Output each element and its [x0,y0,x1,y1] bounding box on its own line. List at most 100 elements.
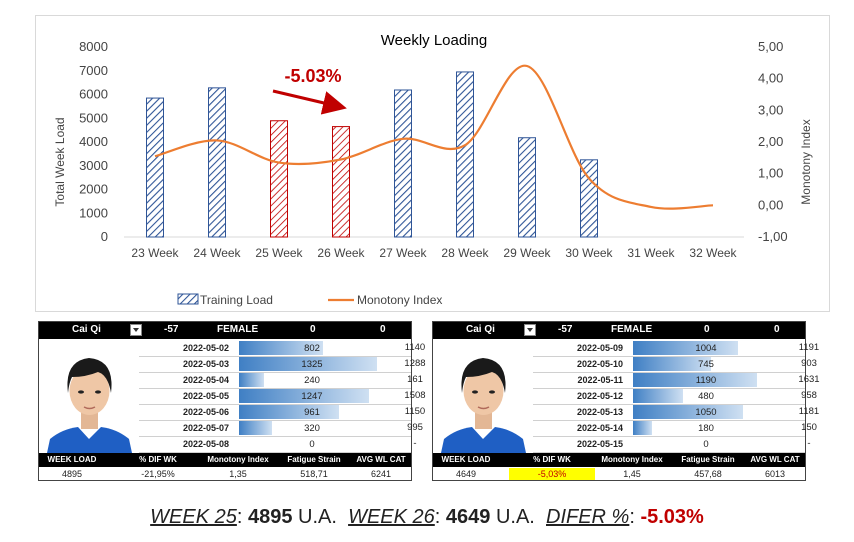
day-load-value: 240 [304,375,320,386]
x-tick-label: 26 Week [317,246,365,260]
row-divider [139,420,411,421]
day-monotony-value: 903 [801,358,817,369]
day-monotony-value: 995 [407,422,423,433]
y-tick-label: 1000 [79,205,108,220]
footer-label: % DIF WK [533,455,571,464]
x-tick-label: 30 Week [565,246,613,260]
day-load-cell: 802 [239,341,385,355]
day-load-bar [239,405,339,419]
day-date: 2022-05-04 [182,375,229,385]
footer-label: Monotony Index [207,455,269,464]
day-date: 2022-05-14 [576,423,623,433]
day-date: 2022-05-13 [576,407,623,417]
day-load-bar [633,389,683,403]
footer-value: 1,45 [623,469,641,479]
day-date: 2022-05-07 [182,423,229,433]
panel-values: 4649 -5,03% 1,45 457,68 6013 [433,467,805,481]
row-divider [139,372,411,373]
day-load-value: 1325 [301,359,323,370]
day-load-value: 0 [309,439,315,450]
day-load-bar [239,373,264,387]
row-divider [533,372,805,373]
y2-tick-label: 3,00 [758,102,783,117]
day-row: 2022-05-11 1190 1631 [533,372,820,388]
legend-label-monotony-index: Monotony Index [357,293,442,307]
day-load-value: 961 [304,407,320,418]
footer-value: -5,03% [509,468,595,480]
day-load-cell: 320 [239,421,385,435]
chart-canvas: Weekly Loading Total Week Load Monotony … [53,32,813,307]
row-divider [533,388,805,389]
header-zero-1: 0 [310,324,316,335]
annotation-label: -5.03% [284,66,341,86]
legend: Training Load Monotony Index [177,293,442,307]
y2-tick-label: 0,00 [758,197,783,212]
day-load-cell: 1050 [633,405,779,419]
x-tick-label: 32 Week [689,246,737,260]
day-load-cell: 240 [239,373,385,387]
bar-series [146,71,598,238]
player-panel-week-26: Cai Qi -57 FEMALE 0 0 2022-05-09 1004 11… [432,321,820,481]
row-divider [533,356,805,357]
day-load-value: 0 [703,439,709,450]
summary-week26-label: WEEK 26 [348,506,435,528]
y-axis-label: Total Week Load [53,117,67,206]
footer-label: Fatigue Strain [681,455,735,464]
day-load-bar [633,357,711,371]
training-load-bar [456,71,474,238]
day-load-cell: 0 [239,437,385,451]
day-monotony-value: 1288 [404,358,426,369]
day-date: 2022-05-03 [182,359,229,369]
day-date: 2022-05-02 [182,343,229,353]
player-photo-frame [436,341,531,453]
row-divider [139,436,411,437]
header-zero-2: 0 [380,324,386,335]
panel-values: 4895 -21,95% 1,35 518,71 6241 [39,467,411,481]
day-row: 2022-05-14 180 150 [533,420,817,436]
summary-line: WEEK 25: 4895 U.A. WEEK 26: 4649 U.A. DI… [150,506,704,528]
y2-tick-label: 4,00 [758,71,783,86]
summary-week26-value: 4649 [445,506,491,528]
day-row: 2022-05-09 1004 1191 [533,340,819,356]
y-tick-label: 2000 [79,182,108,197]
player-dropdown-button[interactable] [130,324,142,336]
day-monotony-value: 1140 [404,342,426,353]
day-load-bar [239,357,377,371]
footer-value: 457,68 [694,469,722,479]
day-load-cell: 1247 [239,389,385,403]
day-load-value: 320 [304,423,320,434]
day-load-cell: 745 [633,357,779,371]
y-tick-label: 4000 [79,134,108,149]
y-axis-ticks: 0 1000 2000 3000 4000 5000 6000 7000 8000 [79,39,108,244]
gender-label: FEMALE [217,324,259,335]
day-load-cell: 1190 [633,373,779,387]
y-tick-label: 0 [101,229,108,244]
panel-header: Cai Qi -57 FEMALE 0 0 [433,322,805,339]
day-load-bar [239,389,369,403]
summary-difer-value: -5.03% [640,506,704,528]
weekly-loading-chart: Weekly Loading Total Week Load Monotony … [35,15,830,312]
day-load-value: 480 [698,391,714,402]
day-load-cell: 480 [633,389,779,403]
day-monotony-value: - [413,438,417,449]
day-row: 2022-05-13 1050 1181 [533,404,819,420]
player-photo [436,341,531,453]
player-name: Cai Qi [72,324,101,335]
day-row: 2022-05-10 745 903 [533,356,817,372]
y2-tick-label: -1,00 [758,229,788,244]
monotony-line [154,64,714,210]
day-load-bar [633,373,757,387]
day-row: 2022-05-07 320 995 [139,420,423,436]
day-date: 2022-05-08 [182,439,229,449]
row-divider [533,404,805,405]
training-load-bar [270,120,288,238]
footer-label: WEEK LOAD [47,455,97,464]
day-monotony-value: 1191 [798,342,820,353]
day-load-value: 180 [698,423,714,434]
player-dropdown-button[interactable] [524,324,536,336]
y-tick-label: 7000 [79,63,108,78]
day-monotony-value: - [807,438,811,449]
footer-value: -21,95% [141,469,175,479]
row-divider [533,420,805,421]
day-monotony-value: 1150 [404,406,426,417]
